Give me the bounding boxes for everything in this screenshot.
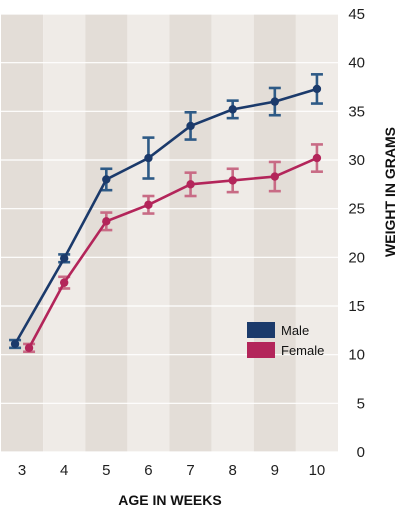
y-tick-label-25: 25: [348, 201, 365, 218]
male-point-7: [186, 121, 195, 131]
male-point-9: [270, 97, 280, 106]
x-axis-title: AGE IN WEEKS: [118, 492, 221, 508]
y-tick-label-0: 0: [357, 444, 365, 461]
male-point-10: [312, 84, 322, 94]
female-point-8: [228, 176, 237, 185]
data-points: [10, 84, 322, 353]
legend-swatch-female: [247, 342, 275, 358]
x-tick-label-6: 6: [144, 462, 152, 479]
y-tick-label-15: 15: [348, 298, 365, 315]
y-tick-label-5: 5: [357, 395, 365, 412]
background-band-9: [253, 14, 296, 452]
female-point-7: [186, 180, 195, 189]
female-point-9: [270, 172, 280, 181]
x-tick-label-10: 10: [309, 462, 326, 479]
y-tick-label-20: 20: [348, 249, 365, 266]
y-tick-label-40: 40: [348, 55, 365, 72]
y-tick-label-10: 10: [348, 347, 365, 364]
background-bands: [1, 14, 338, 452]
female-point-3: [24, 343, 34, 353]
x-tick-label-5: 5: [102, 462, 110, 479]
male-point-5: [102, 175, 111, 184]
x-tick-labels: 3 4 5 6 7 8 9 10: [18, 462, 325, 479]
y-tick-label-45: 45: [348, 6, 365, 23]
female-point-10: [312, 153, 322, 163]
female-point-4: [59, 278, 69, 287]
legend-label-male: Male: [281, 323, 309, 338]
male-point-4: [59, 254, 69, 263]
x-tick-label-9: 9: [271, 462, 279, 479]
series-lines: [13, 87, 318, 349]
female-point-5: [102, 217, 111, 226]
background-band-8: [211, 14, 254, 452]
background-band-7: [169, 14, 212, 452]
y-tick-label-30: 30: [348, 152, 365, 169]
x-tick-label-8: 8: [229, 462, 237, 479]
male-point-8: [228, 105, 237, 114]
female-point-6: [144, 200, 153, 209]
legend-swatch-male: [247, 322, 275, 338]
y-tick-labels: 0 5 10 15 20 25 30 35 40 45: [348, 6, 365, 461]
background-band-5: [85, 14, 128, 452]
background-band-6: [127, 14, 170, 452]
background-band-3: [1, 14, 44, 452]
x-tick-label-3: 3: [18, 462, 26, 479]
female-series-line: [27, 156, 318, 349]
gridlines: [1, 13, 338, 453]
male-series-line: [13, 87, 318, 345]
legend-label-female: Female: [281, 343, 324, 358]
x-tick-label-4: 4: [60, 462, 68, 479]
male-point-6: [144, 153, 153, 163]
x-tick-label-7: 7: [186, 462, 194, 479]
y-tick-label-35: 35: [348, 103, 365, 120]
male-point-3: [10, 339, 20, 349]
legend: Male Female: [247, 322, 324, 358]
y-axis-title: WEIGHT IN GRAMS: [382, 127, 398, 257]
